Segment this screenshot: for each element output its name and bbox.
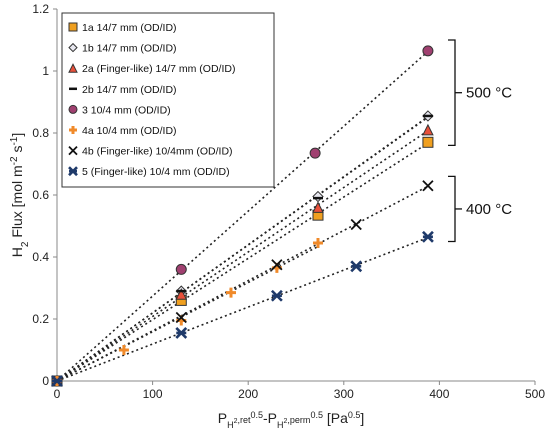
y-tick-label: 0.6	[32, 188, 49, 202]
trend-line	[57, 236, 429, 381]
x-tick-label: 500	[525, 387, 545, 401]
data-point	[175, 288, 188, 300]
temperature-label: 500 °C	[466, 85, 512, 102]
legend-marker	[68, 166, 78, 177]
legend-label: 2a (Finger-like) 14/7 mm (OD/ID)	[82, 63, 235, 75]
data-point	[175, 327, 188, 339]
data-point	[422, 123, 434, 136]
trend-lines	[57, 50, 429, 381]
data-point	[271, 259, 283, 271]
y-tick-label: 1	[42, 64, 49, 78]
legend-marker	[68, 104, 78, 114]
data-points	[51, 45, 434, 387]
x-tick-label: 300	[334, 387, 354, 401]
y-tick-label: 0.8	[32, 126, 49, 140]
data-point	[312, 238, 323, 249]
data-point	[312, 201, 324, 213]
data-point	[225, 287, 236, 298]
trend-line	[57, 245, 319, 381]
temperature-label: 400 °C	[466, 201, 512, 218]
trend-line	[57, 142, 429, 381]
x-tick-label: 200	[238, 387, 258, 401]
data-point	[422, 45, 434, 57]
legend-box	[61, 12, 275, 188]
x-axis-title: PH2,ret0.5-PH2,perm0.5 [Pa0.5]	[218, 410, 365, 430]
trend-line	[57, 116, 429, 381]
y-tick-label: 0.2	[32, 312, 49, 326]
data-point	[175, 263, 187, 275]
trend-line	[57, 185, 429, 381]
data-point	[175, 311, 187, 324]
data-point	[422, 230, 434, 243]
legend: 1a 14/7 mm (OD/ID) 1b 14/7 mm (OD/ID) 2a (…	[61, 12, 275, 188]
y-tick-label: 0.4	[32, 250, 49, 264]
bracket	[448, 39, 456, 147]
y-tick-label: 1.2	[32, 2, 49, 16]
legend-label: 4b (Finger-like) 10/4mm (OD/ID)	[82, 146, 233, 158]
data-point	[350, 218, 362, 231]
data-point	[422, 180, 434, 192]
data-point	[309, 147, 321, 159]
data-point	[312, 190, 324, 203]
data-point	[422, 136, 434, 148]
legend-label: 5 (Finger-like) 10/4 mm (OD/ID)	[82, 166, 230, 178]
axis-titles: H2 Flux [mol m-2 s-1] PH2,ret0.5-PH2,perm…	[9, 133, 365, 430]
x-tick-label: 0	[54, 387, 61, 401]
y-tick-label: 0	[42, 374, 49, 388]
legend-marker	[69, 126, 77, 134]
legend-marker	[68, 63, 78, 73]
legend-label: 3 10/4 mm (OD/ID)	[82, 104, 171, 116]
x-tick-label: 100	[143, 387, 163, 401]
legend-label: 1a 14/7 mm (OD/ID)	[82, 22, 177, 34]
data-point	[51, 375, 63, 387]
legend-label: 1b 14/7 mm (OD/ID)	[82, 43, 177, 55]
legend-marker	[68, 145, 78, 156]
legend-marker	[68, 22, 78, 32]
data-point	[270, 289, 283, 302]
data-point	[350, 260, 363, 273]
legend-label: 4a 10/4 mm (OD/ID)	[82, 125, 177, 137]
bracket	[448, 175, 456, 243]
data-point	[118, 345, 129, 355]
legend-marker	[68, 42, 78, 53]
legend-label: 2b 14/7 mm (OD/ID)	[82, 84, 177, 96]
y-axis-title: H2 Flux [mol m-2 s-1]	[9, 133, 31, 258]
x-tick-label: 400	[429, 387, 449, 401]
temperature-brackets: 500 °C 400 °C	[448, 39, 512, 243]
axes: 0 100 200 300 400 500 0 0.2 0.4 0.6 0.8 1 1.2	[32, 2, 545, 401]
